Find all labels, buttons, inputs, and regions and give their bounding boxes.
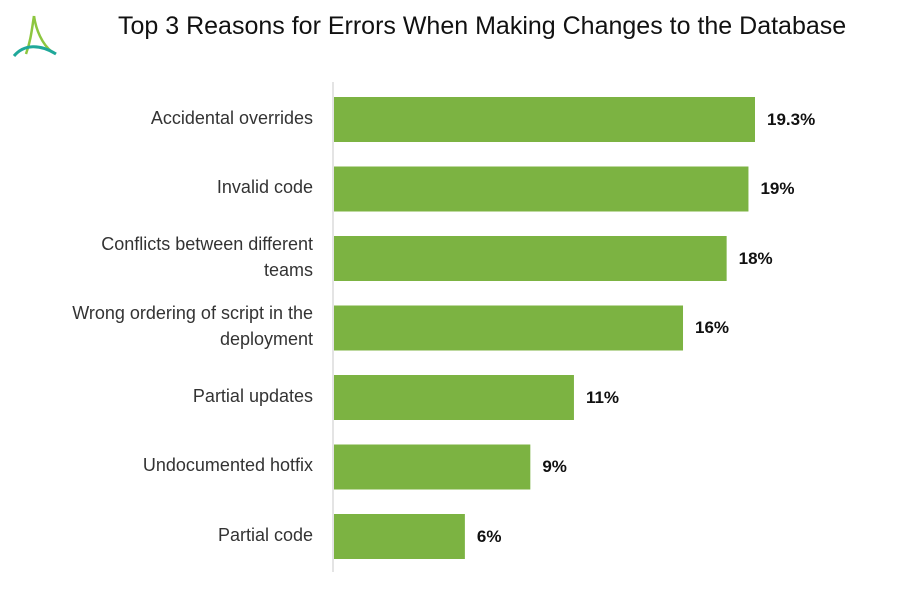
value-label-4: 11%	[585, 387, 620, 407]
logo-icon	[12, 15, 57, 58]
category-label-1: Invalid code	[13, 174, 313, 200]
bar-5	[334, 444, 531, 490]
bar-6	[334, 514, 465, 559]
category-label-line: Conflicts between different	[101, 233, 313, 254]
chart-title: Top 3 Reasons for Errors When Making Cha…	[118, 12, 847, 40]
category-label-4: Partial updates	[13, 383, 313, 409]
value-label-0: 19.3%	[767, 109, 816, 129]
bar-4	[334, 375, 574, 420]
category-label-line: Partial code	[217, 524, 313, 545]
category-label-0: Accidental overrides	[13, 105, 313, 131]
bar-1	[334, 166, 749, 212]
value-label-2: 18%	[738, 248, 773, 268]
category-label-line: Accidental overrides	[150, 107, 313, 128]
category-label-5: Undocumented hotfix	[13, 452, 313, 478]
value-label-3: 16%	[695, 318, 730, 337]
bar-3	[334, 305, 684, 351]
bar-0	[334, 97, 755, 142]
category-label-3: Wrong ordering of script in the deploymen…	[13, 300, 313, 352]
category-label-2: Conflicts between different teams	[13, 231, 313, 283]
category-label-line: deployment	[219, 329, 313, 349]
category-label-line: Wrong ordering of script in the	[72, 303, 313, 323]
category-label-6: Partial code	[13, 522, 313, 548]
bar-2	[334, 236, 727, 281]
value-label-1: 19%	[760, 179, 795, 198]
category-label-line: Invalid code	[216, 177, 313, 197]
category-label-line: Partial updates	[192, 385, 313, 406]
value-label-5: 9%	[542, 457, 567, 476]
category-label-line: Undocumented hotfix	[142, 455, 313, 475]
value-label-6: 6%	[476, 526, 502, 546]
category-label-line: teams	[263, 259, 313, 280]
